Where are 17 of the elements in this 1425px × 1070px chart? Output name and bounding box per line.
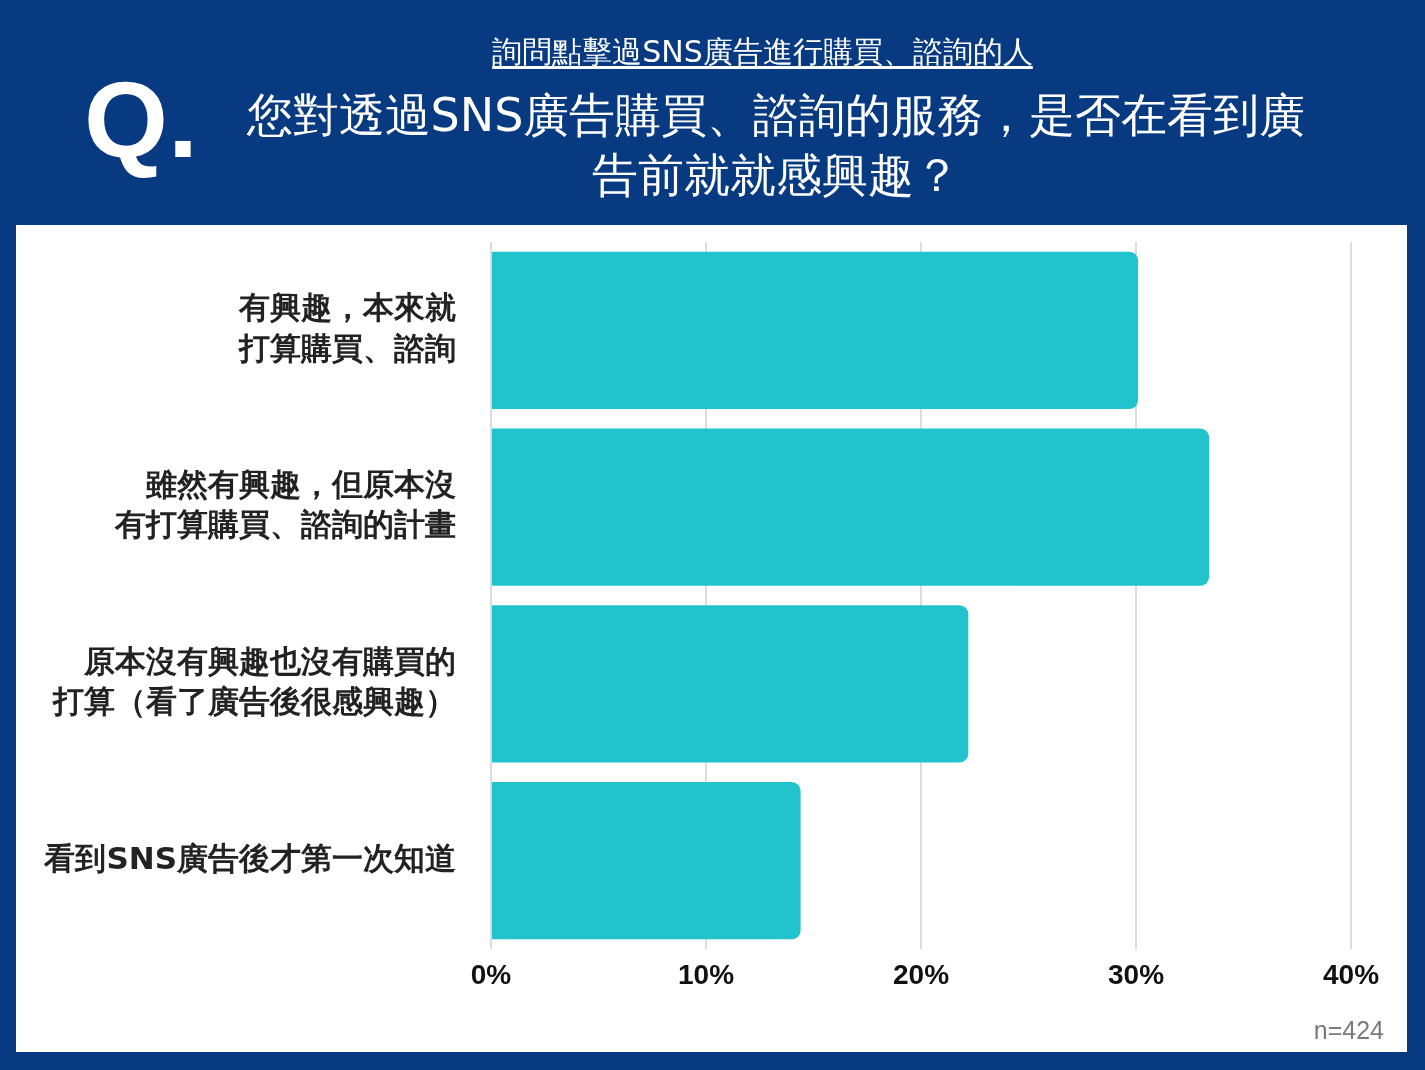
text: n=424: [1313, 1015, 1384, 1045]
bar: [492, 605, 969, 763]
x-tick-label: 40%: [1322, 958, 1380, 990]
bar: [492, 251, 1139, 410]
x-tick-label: 10%: [677, 958, 735, 990]
x-tick-label: 30%: [1107, 958, 1165, 990]
x-tick-label: 0%: [470, 958, 512, 990]
y-tick-label: 看到SNS廣告後才第一次知道: [43, 839, 456, 876]
y-tick-label: 雖然有興趣，但原本沒有打算購買、諮詢的計畫: [114, 466, 456, 543]
chart-subtitle: 詢問點擊過SNS廣告進行購買、諮詢的人: [491, 33, 1034, 71]
bar: [492, 781, 801, 940]
x-tick-label: 20%: [892, 958, 950, 990]
y-tick-label: 原本沒有興趣也沒有購買的打算（看了廣告後很感興趣）: [51, 642, 456, 720]
bar: [492, 428, 1210, 586]
text: Q.: [84, 59, 199, 180]
chart-title: 您對透過SNS廣告購買、諮詢的服務，是否在看到廣告前就就感興趣？: [245, 87, 1307, 204]
y-tick-label: 有興趣，本來就打算購買、諮詢: [237, 289, 456, 366]
